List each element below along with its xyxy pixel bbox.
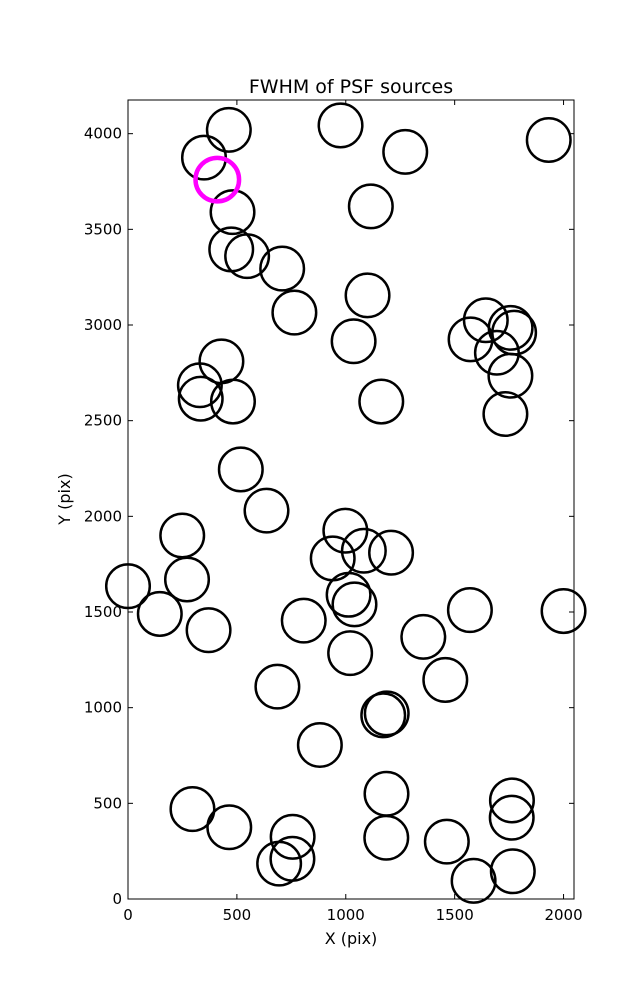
source-circle xyxy=(340,527,387,574)
source-circle xyxy=(163,556,211,603)
source-circle xyxy=(422,656,469,703)
source-circle xyxy=(482,390,529,438)
source-circle xyxy=(176,362,223,409)
source-circle xyxy=(358,378,405,425)
source-circle xyxy=(256,840,303,887)
x-axis-label: X (pix) xyxy=(325,929,378,948)
source-circle xyxy=(330,318,377,365)
x-tick-label: 2000 xyxy=(544,906,582,924)
y-tick-label: 2500 xyxy=(84,412,122,430)
source-circle xyxy=(269,813,316,860)
source-circle xyxy=(447,316,494,363)
source-circle xyxy=(347,183,394,230)
source-circle xyxy=(317,102,364,149)
x-tick-label: 1500 xyxy=(436,906,474,924)
source-circle xyxy=(169,786,216,833)
source-circle xyxy=(363,814,410,861)
y-tick-label: 0 xyxy=(112,890,122,908)
source-circle xyxy=(185,607,232,654)
source-circle xyxy=(209,378,256,425)
source-circle xyxy=(177,375,224,422)
highlighted-source-circle xyxy=(193,155,242,204)
chart-title: FWHM of PSF sources xyxy=(249,76,453,98)
plot-frame xyxy=(127,99,575,900)
source-circle xyxy=(344,272,391,319)
y-tick-label: 2000 xyxy=(84,507,122,525)
source-circle xyxy=(217,446,264,493)
source-circle xyxy=(363,690,410,737)
source-circle xyxy=(363,770,410,817)
source-circle xyxy=(325,571,372,618)
source-circle xyxy=(450,857,497,904)
source-circle xyxy=(473,329,520,376)
source-circle xyxy=(327,630,374,677)
source-circle xyxy=(446,587,493,634)
source-circle xyxy=(382,128,429,175)
x-tick-label: 1000 xyxy=(327,906,365,924)
source-circle xyxy=(280,597,327,644)
source-circle xyxy=(209,189,256,236)
source-circle xyxy=(462,297,509,344)
source-circle xyxy=(243,487,290,534)
source-circle xyxy=(540,588,587,635)
x-tick-label: 500 xyxy=(223,906,252,924)
y-axis-label: Y (pix) xyxy=(55,473,74,525)
source-circle xyxy=(224,233,271,280)
source-circle xyxy=(322,507,369,554)
marker-layer xyxy=(104,102,587,904)
y-tick-label: 3000 xyxy=(84,316,122,334)
y-tick-label: 1500 xyxy=(84,603,122,621)
y-tick-label: 1000 xyxy=(84,699,122,717)
x-tick-label: 0 xyxy=(123,906,133,924)
source-circle xyxy=(488,777,535,824)
source-circle xyxy=(368,529,415,576)
source-circle xyxy=(271,289,318,336)
y-tick-label: 500 xyxy=(93,794,122,812)
source-circle xyxy=(423,818,470,865)
source-circle xyxy=(205,106,252,153)
source-circle xyxy=(159,512,206,559)
source-circle xyxy=(206,804,253,851)
source-circle xyxy=(136,590,183,637)
source-circle xyxy=(491,309,538,356)
source-circle xyxy=(525,116,572,164)
source-circle xyxy=(489,848,536,895)
source-circle xyxy=(296,721,343,769)
source-circle xyxy=(254,663,301,710)
source-circle xyxy=(487,352,534,399)
tick-layer: 0 500 1000 1500 2000 0 500 1000 1500 2000 2500 3000… xyxy=(84,100,583,924)
source-circle xyxy=(400,613,447,660)
source-circle xyxy=(488,794,535,841)
y-tick-label: 3500 xyxy=(84,220,122,238)
y-tick-label: 4000 xyxy=(84,125,122,143)
source-circle xyxy=(259,245,306,292)
source-circle xyxy=(360,692,407,739)
source-circle xyxy=(331,581,378,628)
